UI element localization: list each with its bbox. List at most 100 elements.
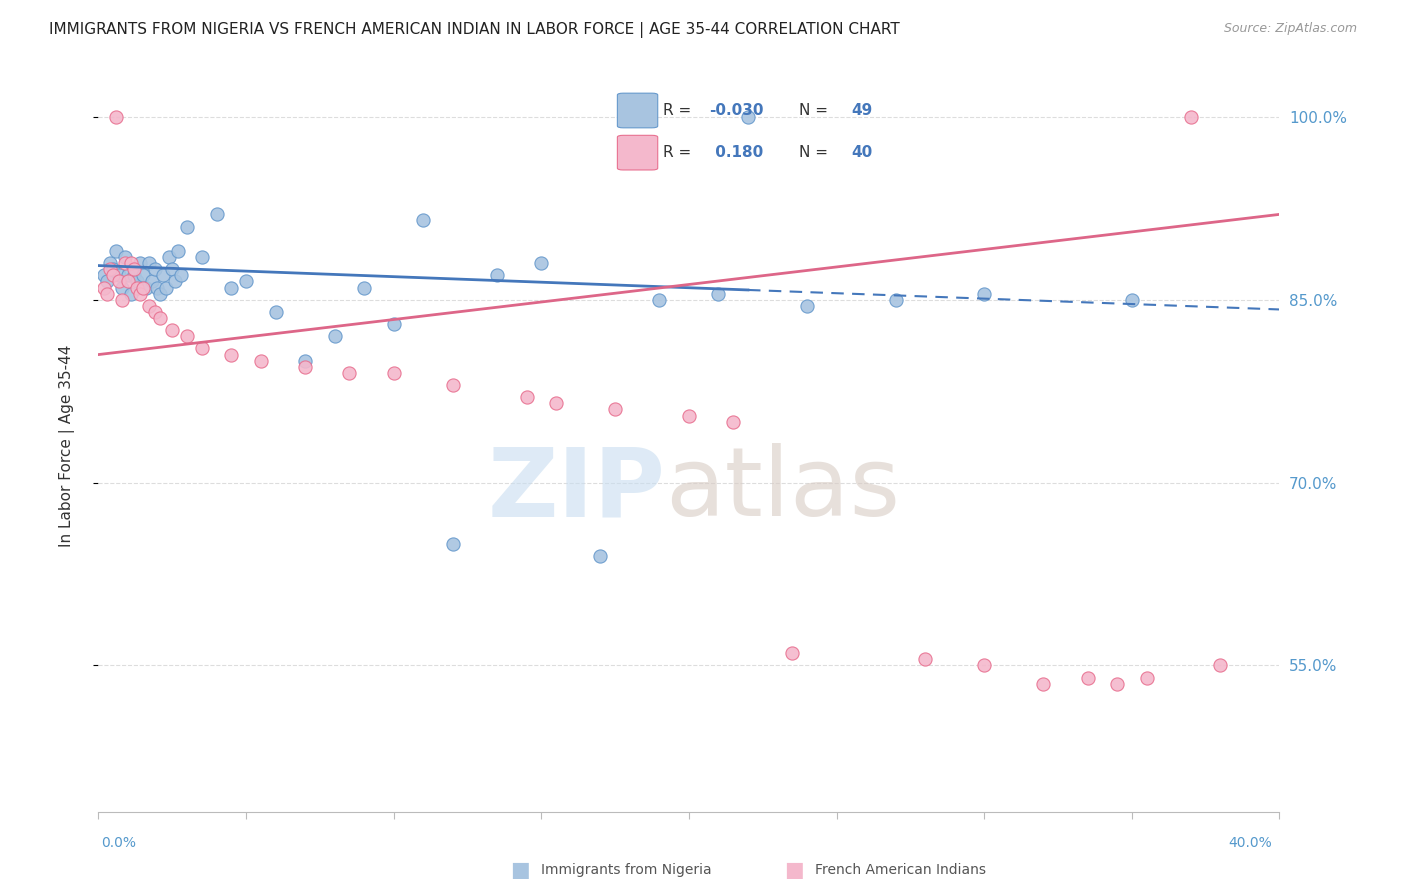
Point <box>1077 671 1099 685</box>
Point <box>737 110 759 124</box>
Text: Source: ZipAtlas.com: Source: ZipAtlas.com <box>1223 22 1357 36</box>
Point <box>1209 658 1232 673</box>
Text: IMMIGRANTS FROM NIGERIA VS FRENCH AMERICAN INDIAN IN LABOR FORCE | AGE 35-44 COR: IMMIGRANTS FROM NIGERIA VS FRENCH AMERIC… <box>49 22 900 38</box>
Point <box>176 219 198 234</box>
Point <box>117 274 139 288</box>
Text: -0.030: -0.030 <box>710 103 763 118</box>
Text: French American Indians: French American Indians <box>815 863 987 877</box>
FancyBboxPatch shape <box>617 93 658 128</box>
Text: R =: R = <box>664 103 696 118</box>
Point <box>412 213 434 227</box>
Point <box>120 256 142 270</box>
Point <box>170 268 193 283</box>
Point <box>162 262 183 277</box>
Point <box>146 280 169 294</box>
Point <box>205 207 228 221</box>
Point <box>128 256 150 270</box>
Point <box>648 293 671 307</box>
Point <box>98 256 121 270</box>
Point <box>143 305 166 319</box>
Point <box>796 299 818 313</box>
Point <box>111 293 134 307</box>
Point <box>120 286 142 301</box>
Point <box>114 256 136 270</box>
Point <box>235 274 257 288</box>
Point <box>157 250 180 264</box>
Point <box>93 268 115 283</box>
Point <box>264 305 287 319</box>
Point <box>1136 671 1159 685</box>
Text: 40: 40 <box>851 145 872 160</box>
Point <box>96 286 118 301</box>
Point <box>103 262 125 277</box>
Point <box>105 110 128 124</box>
Point <box>546 396 568 410</box>
Point <box>114 250 136 264</box>
Text: R =: R = <box>664 145 696 160</box>
Point <box>122 268 145 283</box>
Text: N =: N = <box>799 103 832 118</box>
Point <box>486 268 509 283</box>
Point <box>125 274 148 288</box>
Point <box>339 366 361 380</box>
Text: atlas: atlas <box>665 443 900 536</box>
Point <box>117 268 139 283</box>
Point <box>132 268 155 283</box>
Point <box>1032 676 1054 690</box>
Point <box>138 256 160 270</box>
Point <box>441 536 464 550</box>
Point <box>149 286 172 301</box>
Text: 49: 49 <box>851 103 872 118</box>
Point <box>221 280 243 294</box>
Point <box>294 359 316 374</box>
Point <box>149 311 172 326</box>
Point <box>191 250 214 264</box>
Point <box>96 274 118 288</box>
Point <box>111 280 134 294</box>
Point <box>441 378 464 392</box>
Point <box>103 268 125 283</box>
Point <box>143 262 166 277</box>
Point <box>165 274 187 288</box>
Point <box>382 366 405 380</box>
Point <box>141 274 163 288</box>
Text: 0.0%: 0.0% <box>101 836 136 850</box>
Text: ■: ■ <box>785 860 804 880</box>
Point <box>1107 676 1129 690</box>
Point <box>176 329 198 343</box>
Point <box>1121 293 1143 307</box>
Text: Immigrants from Nigeria: Immigrants from Nigeria <box>541 863 711 877</box>
Y-axis label: In Labor Force | Age 35-44: In Labor Force | Age 35-44 <box>59 345 75 547</box>
Point <box>723 415 745 429</box>
Point <box>105 244 128 258</box>
Point <box>973 286 995 301</box>
Point <box>323 329 346 343</box>
Point <box>167 244 190 258</box>
Point <box>132 280 155 294</box>
Point <box>353 280 375 294</box>
FancyBboxPatch shape <box>617 136 658 170</box>
Text: 0.180: 0.180 <box>710 145 763 160</box>
Point <box>191 342 214 356</box>
Text: N =: N = <box>799 145 832 160</box>
Point <box>93 280 115 294</box>
Point <box>605 402 627 417</box>
Point <box>108 274 131 288</box>
Point <box>250 353 273 368</box>
Point <box>138 299 160 313</box>
Point <box>678 409 700 423</box>
Point <box>884 293 907 307</box>
Point <box>382 317 405 331</box>
Point <box>162 323 183 337</box>
Point <box>589 549 612 563</box>
Point <box>152 268 174 283</box>
Point <box>914 652 936 666</box>
Point <box>135 280 157 294</box>
Point <box>1180 110 1202 124</box>
Point <box>294 353 316 368</box>
Point <box>122 262 145 277</box>
Point <box>782 646 804 660</box>
Point <box>516 390 538 404</box>
Point <box>973 658 995 673</box>
Point <box>155 280 177 294</box>
